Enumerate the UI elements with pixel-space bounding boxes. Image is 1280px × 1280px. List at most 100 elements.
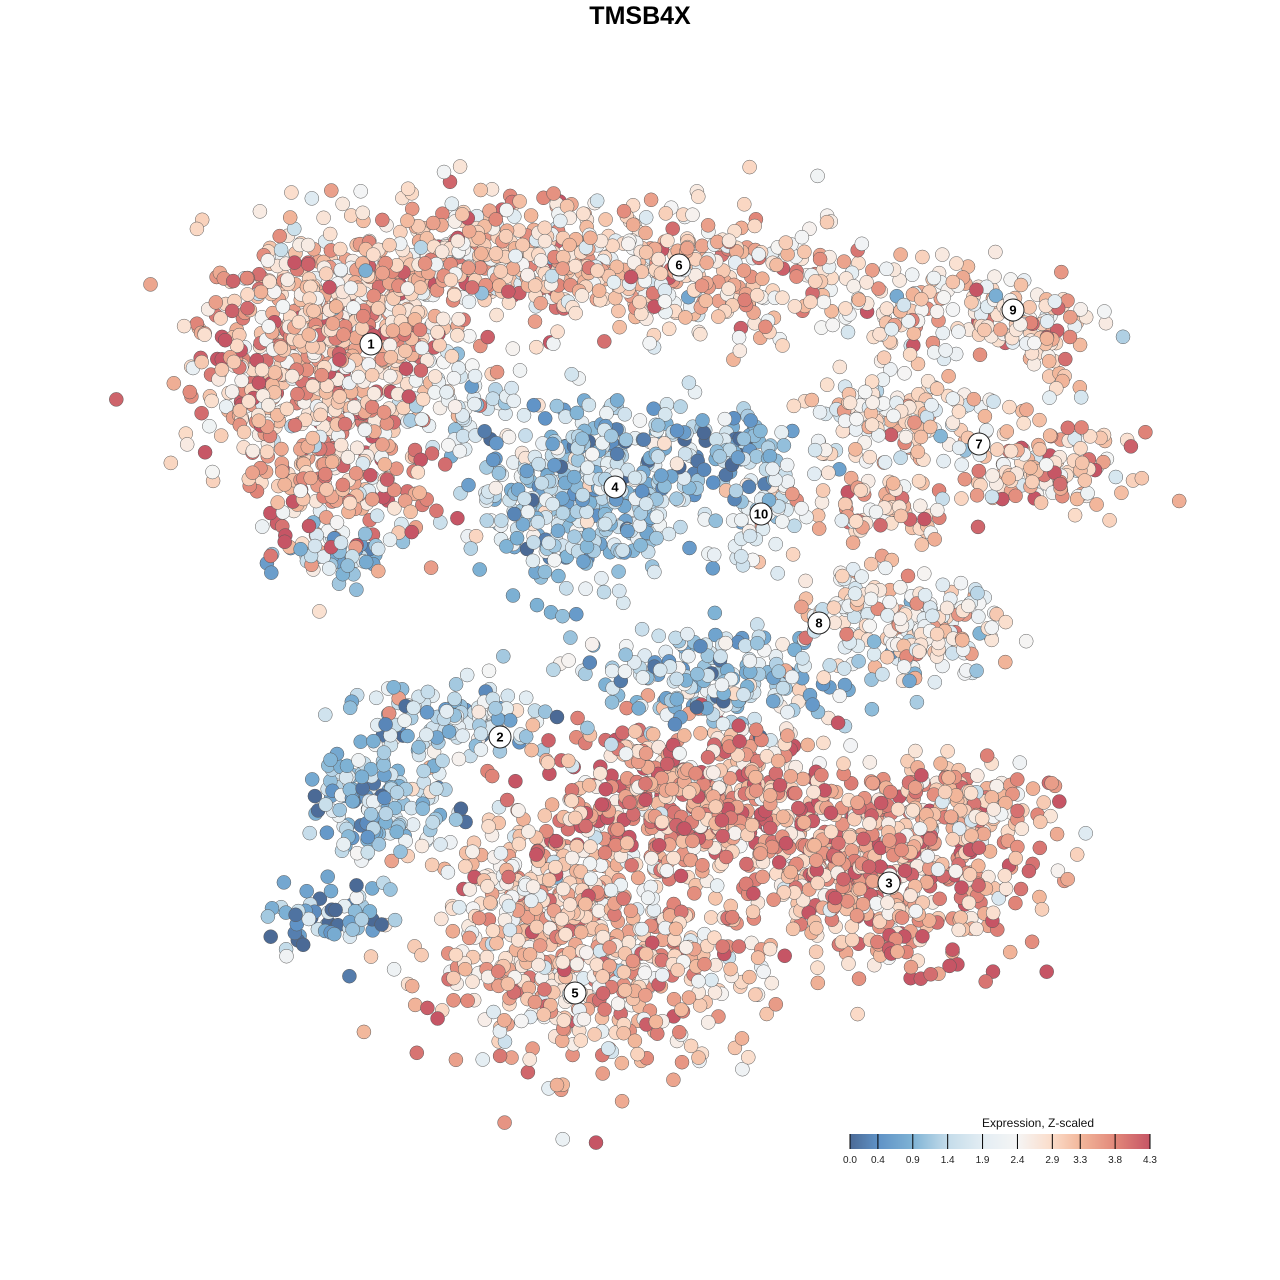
data-point [481,663,497,679]
data-point [461,477,476,493]
data-point [610,393,625,408]
data-point [812,404,828,420]
data-point [533,295,548,311]
data-point [312,604,327,619]
data-point [832,359,848,375]
data-point [264,565,279,580]
data-point [762,448,778,464]
data-point [555,954,571,970]
data-point [998,654,1013,670]
data-point [705,475,721,490]
data-point [766,892,781,907]
data-point [979,748,995,763]
data-point [353,184,368,199]
data-point [525,717,541,733]
data-point [620,523,635,539]
data-point [653,266,669,281]
data-point [176,318,192,334]
data-point [862,755,878,770]
data-point [910,444,926,460]
data-point [384,853,399,869]
data-point [1123,439,1139,454]
data-point [389,824,404,840]
data-point [1052,794,1067,809]
data-point [920,849,935,864]
data-point [376,757,391,773]
data-point [425,815,440,830]
data-point [775,290,790,305]
data-point [419,727,434,742]
data-point [780,728,795,743]
data-point [527,314,543,329]
data-point [731,718,746,733]
data-point [810,975,826,991]
data-point [1044,775,1059,791]
data-point [527,994,543,1010]
data-point [366,288,381,304]
data-point [205,464,220,480]
data-point [870,934,885,950]
data-point [1042,428,1058,443]
data-point [908,903,924,919]
data-point [903,888,918,903]
data-point [810,168,825,184]
data-point [936,453,951,469]
data-point [611,564,626,579]
data-point [718,849,734,865]
data-point [753,423,768,439]
data-point [410,465,426,480]
data-point [556,1013,572,1028]
data-point [1019,402,1034,417]
data-point [625,217,641,232]
data-point [482,895,498,910]
data-point [332,802,347,818]
data-point [948,864,963,879]
data-point [1054,264,1069,280]
data-point [1039,314,1055,329]
data-point [567,529,582,544]
data-point [446,970,461,986]
data-point [313,407,328,423]
data-point [405,817,421,832]
data-point [525,553,541,569]
data-point [329,515,345,530]
data-point [852,881,868,897]
data-point [448,947,464,963]
data-point [425,215,441,231]
data-point [940,744,955,759]
data-point [731,939,747,954]
data-point [434,244,450,259]
data-point [545,436,560,452]
data-point [985,468,1000,483]
data-point [763,820,778,836]
data-point [854,569,869,584]
data-point [512,363,528,378]
data-point [593,766,608,781]
data-point [511,932,526,948]
data-point [318,797,333,812]
data-point [465,844,480,859]
data-point [743,413,758,428]
data-point [445,923,461,939]
data-point [691,973,706,989]
data-point [280,272,295,287]
data-point [769,257,784,273]
data-point [689,699,705,715]
data-point [929,304,945,319]
data-point [657,294,673,309]
data-point [744,817,760,833]
data-point [969,921,984,937]
data-point [873,795,889,811]
data-point [875,667,890,682]
data-point [433,837,448,852]
data-point [638,210,654,225]
data-point [498,229,514,244]
data-point [635,670,651,685]
data-point [926,270,942,286]
data-point [951,324,966,339]
data-point [690,666,705,682]
data-point [777,948,792,964]
data-point [949,256,964,271]
data-point [287,417,303,433]
